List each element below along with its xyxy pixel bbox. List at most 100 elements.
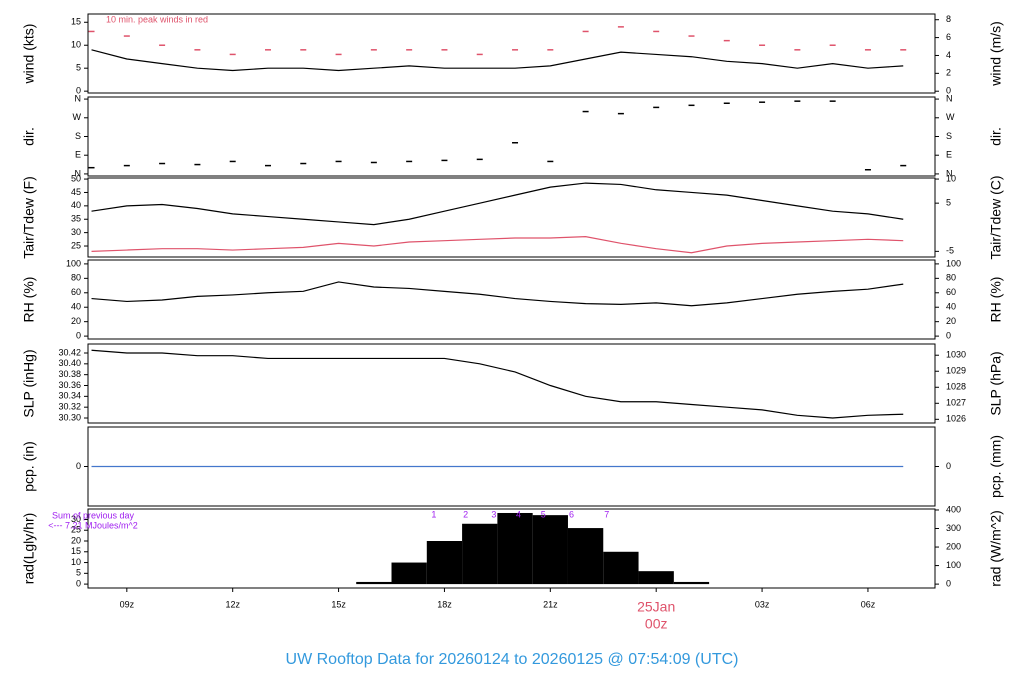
x-tick-label: 15z [331,599,346,609]
y-axis-label: pcp. (in) [21,441,37,492]
panel-frame [87,508,936,589]
y2-tick-label: 200 [946,541,961,551]
x-tick-label: 21z [543,599,558,609]
y2-tick-label: 5 [946,198,951,208]
bar [673,581,710,585]
y-axis-label: Tair/Tdew (F) [21,176,37,258]
y2-tick-label: N [946,168,953,178]
annotation: Sum of previous day [52,510,135,520]
y2-tick-label: 10 [946,173,956,183]
y2-tick-label: 100 [946,258,961,268]
y-tick-label: 30 [71,227,81,237]
y-tick-label: 30.40 [58,358,81,368]
panel-frame [87,259,936,340]
y-tick-label: 0 [76,330,81,340]
y2-axis-label: dir. [988,127,1004,146]
bar [356,581,392,585]
hour-mark: 7 [604,509,609,519]
y2-axis-label: wind (m/s) [988,21,1004,87]
y-tick-label: 30.38 [58,369,81,379]
hour-mark: 2 [463,509,468,519]
bar [426,541,463,585]
y2-tick-label: -5 [946,246,954,256]
y2-tick-label: 80 [946,273,956,283]
y-axis-label: RH (%) [21,277,37,323]
y-tick-label: 30.34 [58,391,81,401]
y2-tick-label: 2 [946,68,951,78]
bar [567,528,604,585]
panel-frame [87,96,936,177]
x-tick-label: 12z [225,599,240,609]
y-tick-label: 30.36 [58,380,81,390]
y-tick-label: E [75,150,81,160]
y2-tick-label: 1026 [946,414,966,424]
chart-title: UW Rooftop Data for 20260124 to 20260125… [286,651,739,668]
y2-tick-label: 300 [946,523,961,533]
y-tick-label: N [75,168,82,178]
annotation: <--- 7.21 MJoules/m^2 [48,520,138,530]
y-tick-label: 5 [76,568,81,578]
y-tick-label: 25 [71,525,81,535]
y2-tick-label: 0 [946,578,951,588]
x-tick-label: 06z [861,599,876,609]
y-tick-label: 45 [71,187,81,197]
x-tick-label: 09z [120,599,135,609]
y-tick-label: 0 [76,461,81,471]
y2-tick-label: 8 [946,14,951,24]
bar [462,523,498,585]
date-label: 25Jan [637,599,675,615]
y-tick-label: 25 [71,240,81,250]
hour-mark: 3 [491,509,496,519]
x-tick-label: 03z [755,599,770,609]
y-tick-label: 80 [71,273,81,283]
y2-tick-label: 1030 [946,350,966,360]
series-line [91,49,904,72]
y-tick-label: 0 [76,86,81,96]
y-tick-label: 40 [71,302,81,312]
y-tick-label: 30.42 [58,347,81,357]
y2-tick-label: 20 [946,316,956,326]
y-tick-label: 20 [71,535,81,545]
y-tick-label: 35 [71,214,81,224]
bar [532,515,568,585]
y2-tick-label: N [946,93,953,103]
y2-tick-label: 4 [946,50,951,60]
y-tick-label: 15 [71,17,81,27]
bar [638,571,674,585]
y2-tick-label: 0 [946,461,951,471]
y2-tick-label: 1027 [946,398,966,408]
y2-axis-label: SLP (hPa) [988,351,1004,415]
bar [497,512,533,585]
y2-tick-label: 0 [946,330,951,340]
bar [391,562,427,585]
series-line [91,182,904,226]
y2-tick-label: 100 [946,560,961,570]
y-tick-label: 30.30 [58,412,81,422]
panel-frame [87,177,936,258]
y-tick-label: 0 [76,578,81,588]
y2-tick-label: 400 [946,504,961,514]
y2-tick-label: 60 [946,287,956,297]
y2-axis-label: rad (W/m^2) [988,510,1004,587]
y-tick-label: 5 [76,63,81,73]
y2-tick-label: E [946,150,952,160]
y2-tick-label: 40 [946,302,956,312]
y-axis-label: wind (kts) [21,24,37,85]
y-tick-label: N [75,93,82,103]
x-tick-label: 18z [437,599,452,609]
y-axis-label: dir. [21,127,37,146]
y2-tick-label: 6 [946,32,951,42]
panel-frame [87,13,936,94]
x-tick-label: 00z [645,616,668,632]
y-tick-label: 50 [71,173,81,183]
y2-axis-label: pcp. (mm) [988,435,1004,498]
y-tick-label: 20 [71,316,81,326]
panel-frame [87,343,936,424]
y-axis-label: SLP (inHg) [21,349,37,417]
hour-mark: 6 [569,509,574,519]
y-tick-label: S [75,131,81,141]
y2-axis-label: RH (%) [988,277,1004,323]
y2-tick-label: S [946,131,952,141]
hour-mark: 4 [516,509,521,519]
